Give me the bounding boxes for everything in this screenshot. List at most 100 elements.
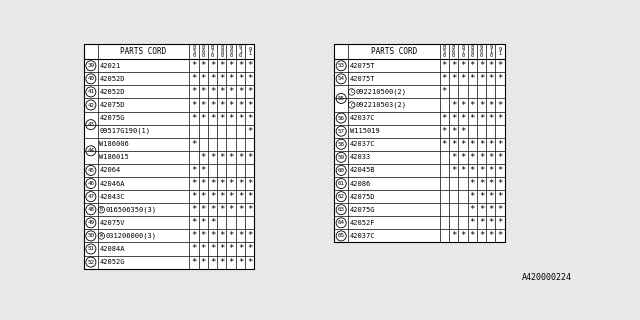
Text: 42: 42	[87, 102, 94, 108]
Text: 65: 65	[338, 233, 345, 238]
Text: *: *	[247, 100, 252, 109]
Text: *: *	[237, 258, 243, 267]
Text: *: *	[247, 231, 252, 240]
Text: 48: 48	[87, 207, 94, 212]
Text: *: *	[200, 87, 206, 96]
Text: 092210503(2): 092210503(2)	[356, 102, 406, 108]
Text: 40: 40	[87, 76, 94, 81]
Text: 8
8
0: 8 8 0	[220, 44, 223, 58]
Text: *: *	[200, 74, 206, 83]
Text: *: *	[237, 100, 243, 109]
Text: *: *	[210, 244, 215, 253]
Text: 9
1
0: 9 1 0	[489, 44, 492, 58]
Text: *: *	[219, 87, 225, 96]
Text: *: *	[470, 153, 475, 162]
Text: *: *	[200, 244, 206, 253]
Text: *: *	[210, 61, 215, 70]
Text: *: *	[479, 166, 484, 175]
Text: 42075D: 42075D	[99, 102, 125, 108]
Text: *: *	[191, 87, 196, 96]
Text: *: *	[228, 114, 234, 123]
Text: *: *	[191, 231, 196, 240]
Text: 63: 63	[338, 207, 345, 212]
Text: 61: 61	[338, 181, 345, 186]
Text: *: *	[210, 74, 215, 83]
Text: 42075G: 42075G	[99, 115, 125, 121]
Text: *: *	[247, 61, 252, 70]
Text: 016506350(3): 016506350(3)	[106, 206, 156, 213]
Text: *: *	[488, 114, 493, 123]
Text: *: *	[219, 61, 225, 70]
Text: *: *	[219, 231, 225, 240]
Text: *: *	[200, 192, 206, 201]
Text: *: *	[488, 231, 493, 240]
Text: W: W	[100, 233, 103, 238]
Text: *: *	[497, 205, 503, 214]
Text: *: *	[191, 140, 196, 149]
Text: 43: 43	[87, 122, 94, 127]
Text: *: *	[451, 74, 456, 83]
Text: *: *	[219, 179, 225, 188]
Text: *: *	[479, 140, 484, 149]
Text: *: *	[219, 74, 225, 83]
Text: *: *	[200, 153, 206, 162]
Text: *: *	[497, 179, 503, 188]
Text: *: *	[497, 192, 503, 201]
Text: W186006: W186006	[99, 141, 129, 147]
Text: *: *	[460, 231, 465, 240]
Text: 42084A: 42084A	[99, 246, 125, 252]
Text: 092210500(2): 092210500(2)	[356, 89, 406, 95]
Text: 9
1: 9 1	[248, 47, 252, 56]
Text: *: *	[247, 192, 252, 201]
Text: 9
1: 9 1	[499, 47, 502, 56]
Text: B: B	[100, 207, 103, 212]
Text: *: *	[497, 231, 503, 240]
Text: *: *	[479, 114, 484, 123]
Text: 42075T: 42075T	[349, 63, 375, 69]
Text: *: *	[497, 74, 503, 83]
Text: *: *	[247, 127, 252, 136]
Text: 42075T: 42075T	[349, 76, 375, 82]
Text: *: *	[247, 244, 252, 253]
Text: *: *	[451, 153, 456, 162]
Text: 8
8
0: 8 8 0	[470, 44, 474, 58]
Text: *: *	[497, 166, 503, 175]
Text: 8
7
0: 8 7 0	[211, 44, 214, 58]
Text: PARTS CORD: PARTS CORD	[120, 47, 166, 56]
Text: *: *	[488, 179, 493, 188]
Text: *: *	[200, 218, 206, 227]
Text: 42037C: 42037C	[349, 115, 375, 121]
Text: 47: 47	[87, 194, 94, 199]
Text: *: *	[460, 100, 465, 109]
Text: *: *	[219, 153, 225, 162]
Text: *: *	[488, 218, 493, 227]
Text: *: *	[200, 61, 206, 70]
Text: *: *	[191, 244, 196, 253]
Text: *: *	[237, 231, 243, 240]
Text: *: *	[470, 231, 475, 240]
Text: W115019: W115019	[349, 128, 380, 134]
Text: 44: 44	[87, 148, 94, 153]
Text: *: *	[237, 74, 243, 83]
Text: 64: 64	[338, 220, 345, 225]
Text: 52: 52	[87, 260, 94, 265]
Text: *: *	[470, 218, 475, 227]
Text: *: *	[479, 205, 484, 214]
Text: *: *	[247, 87, 252, 96]
Text: *: *	[200, 179, 206, 188]
Text: PARTS CORD: PARTS CORD	[371, 47, 417, 56]
Text: *: *	[479, 218, 484, 227]
Text: *: *	[460, 140, 465, 149]
Text: *: *	[479, 61, 484, 70]
Text: *: *	[451, 61, 456, 70]
Text: *: *	[470, 74, 475, 83]
Bar	[334, 44, 505, 243]
Text: *: *	[210, 179, 215, 188]
Text: *: *	[479, 231, 484, 240]
Text: 58: 58	[338, 142, 345, 147]
Text: 42033: 42033	[349, 154, 371, 160]
Text: *: *	[210, 205, 215, 214]
Text: *: *	[460, 166, 465, 175]
Text: *: *	[497, 61, 503, 70]
Text: A420000224: A420000224	[522, 274, 572, 283]
